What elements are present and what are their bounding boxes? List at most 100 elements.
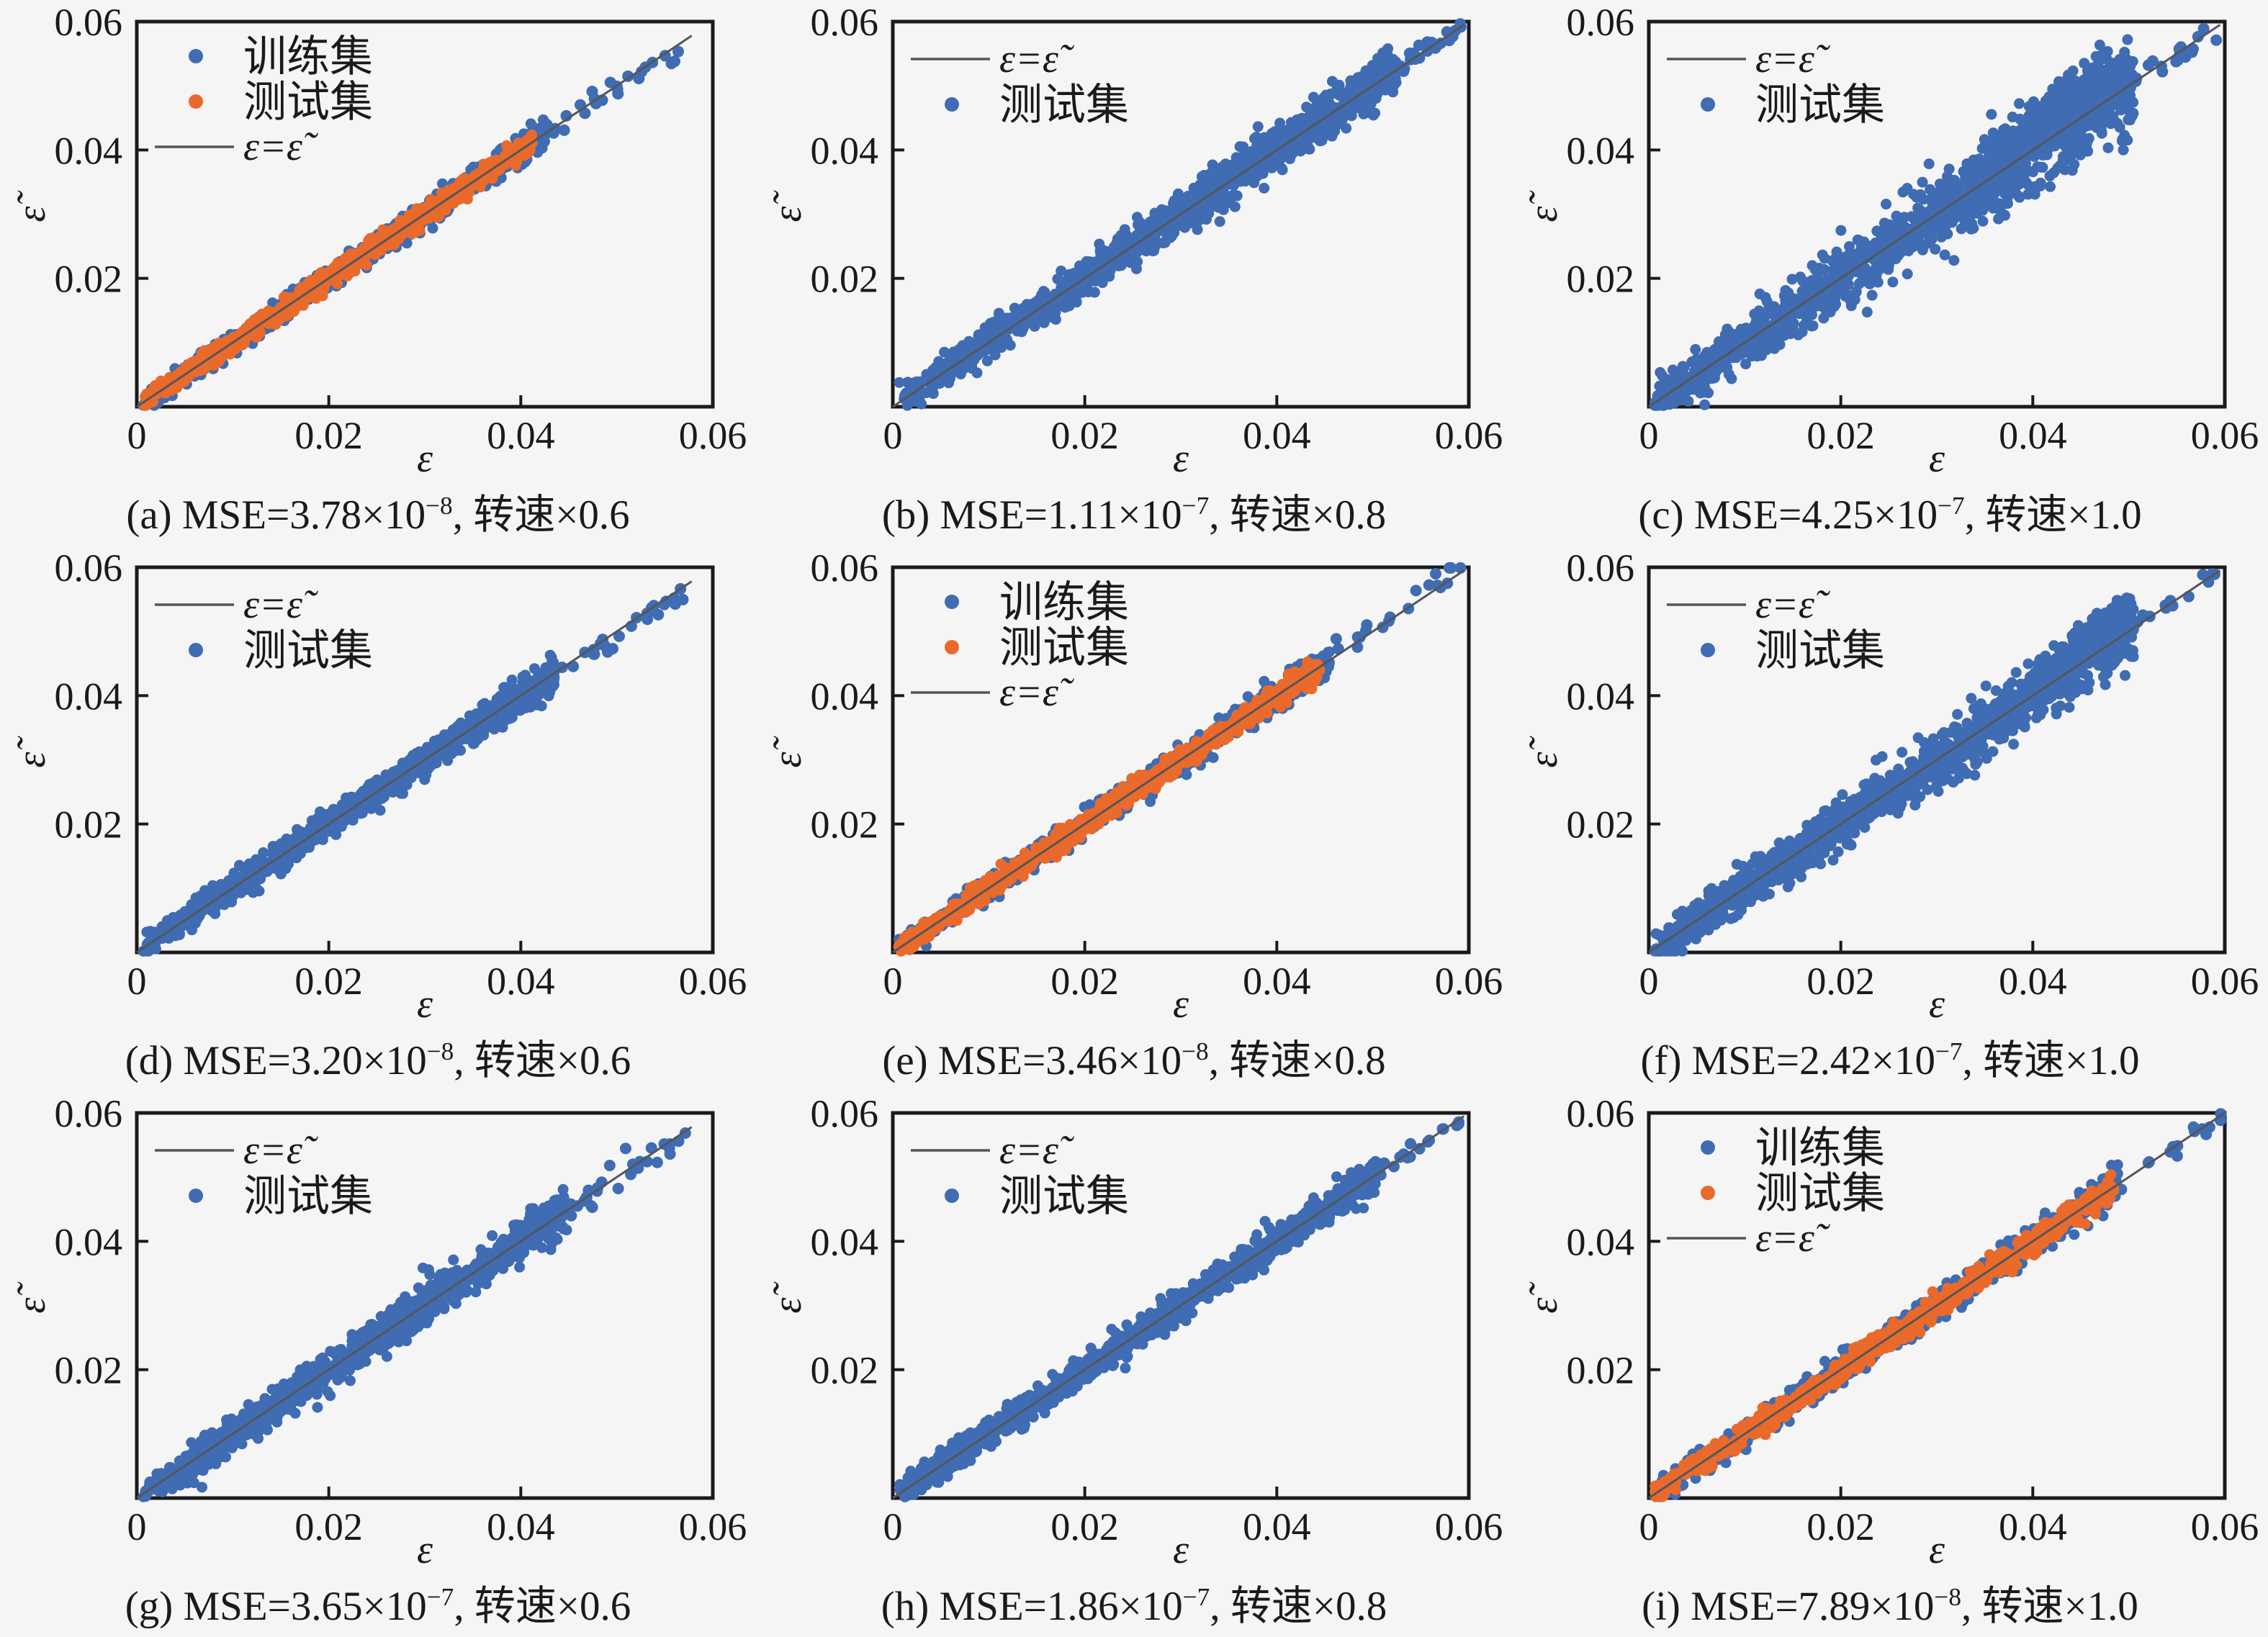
x-tick-label: 0.02	[1050, 960, 1119, 1003]
scatter-plot-h: 0 0.02 0.02 0.04 0.04 0.06 0.06 ε ε̃ ε=ε̃测试集	[765, 1092, 1503, 1572]
x-tick-label: 0	[883, 414, 903, 457]
subplot-h: 0 0.02 0.02 0.04 0.04 0.06 0.06 ε ε̃ ε=ε̃ 测试集 (h) M…	[756, 1091, 1512, 1637]
y-axis-label: ε̃	[1521, 1281, 1566, 1313]
x-tick-label: 0	[127, 960, 147, 1003]
test-points	[894, 1116, 1465, 1502]
x-tick-label: 0.02	[1806, 414, 1875, 457]
chart-caption-e: (e) MSE=3.46×10−8, 转速×0.8	[882, 1037, 1386, 1083]
y-axis-label: ε̃	[765, 189, 810, 222]
x-tick-label: 0.04	[1243, 960, 1311, 1003]
y-tick-label: 0.04	[55, 129, 123, 172]
legend-train-label: 训练集	[999, 579, 1129, 626]
legend-train-label: 训练集	[1755, 1124, 1885, 1172]
x-tick-label: 0.06	[1435, 960, 1503, 1003]
subplot-e: 0 0.02 0.02 0.04 0.04 0.06 0.06 ε ε̃ 训练集 测试集 ε=ε̃ (e…	[756, 546, 1512, 1091]
x-tick-label: 0	[127, 1505, 147, 1548]
chart-caption-h: (h) MSE=1.86×10−7, 转速×0.8	[881, 1583, 1387, 1629]
y-tick-label: 0.04	[55, 1220, 123, 1263]
y-tick-label: 0.04	[1567, 129, 1635, 172]
x-tick-label: 0.04	[1999, 1505, 2067, 1548]
x-tick-label: 0.06	[2191, 414, 2259, 457]
y-axis-label: ε̃	[1521, 189, 1566, 222]
subplot-i: 0 0.02 0.02 0.04 0.04 0.06 0.06 ε ε̃ 训练集 测试集 ε=ε̃ (i…	[1512, 1091, 2268, 1637]
chart-caption-b: (b) MSE=1.11×10−7, 转速×0.8	[881, 492, 1387, 538]
chart-caption-a: (a) MSE=3.78×10−8, 转速×0.6	[126, 492, 630, 538]
legend-identity-label: ε=ε̃	[243, 582, 319, 627]
subplot-b: 0 0.02 0.02 0.04 0.04 0.06 0.06 ε ε̃ ε=ε̃ 测试集 (b) M…	[756, 0, 1512, 546]
x-tick-label: 0.04	[487, 414, 555, 457]
legend-test-label: 测试集	[1755, 627, 1885, 675]
y-tick-label: 0.06	[1567, 546, 1635, 590]
x-tick-label: 0.04	[1243, 1505, 1311, 1548]
scatter-plot-g: 0 0.02 0.02 0.04 0.04 0.06 0.06 ε ε̃ ε=ε̃测试集	[9, 1092, 747, 1572]
y-tick-label: 0.02	[1567, 1349, 1635, 1392]
x-tick-label: 0.04	[487, 960, 555, 1003]
chart-caption-g: (g) MSE=3.65×10−7, 转速×0.6	[125, 1583, 631, 1629]
scatter-plot-f: 0 0.02 0.02 0.04 0.04 0.06 0.06 ε ε̃ ε=ε̃测试集	[1521, 546, 2259, 1027]
plot-frame	[891, 565, 1471, 955]
legend-identity-label: ε=ε̃	[999, 1128, 1075, 1173]
test-points	[139, 129, 538, 411]
x-tick-label: 0.06	[2191, 1505, 2259, 1548]
legend-test-label: 测试集	[243, 78, 373, 126]
x-axis-label: ε	[1173, 982, 1189, 1027]
y-axis-label: ε̃	[9, 735, 54, 767]
x-tick-label: 0	[127, 414, 147, 457]
identity-line	[892, 24, 1465, 408]
legend-test-marker-icon	[1701, 643, 1715, 657]
legend-test-label: 测试集	[243, 627, 373, 675]
legend-test-marker-icon	[189, 1189, 203, 1203]
subplot-f: 0 0.02 0.02 0.04 0.04 0.06 0.06 ε ε̃ ε=ε̃ 测试集 (f) M…	[1512, 546, 2268, 1091]
legend-test-marker-icon	[189, 643, 203, 657]
y-tick-label: 0.02	[55, 1349, 123, 1392]
y-tick-label: 0.06	[1567, 1, 1635, 44]
legend-identity-label: ε=ε̃	[999, 670, 1075, 715]
x-tick-label: 0.06	[679, 1505, 747, 1548]
legend: ε=ε̃测试集	[911, 37, 1129, 129]
legend-test-label: 测试集	[1755, 1170, 1885, 1217]
scatter-plot-b: 0 0.02 0.02 0.04 0.04 0.06 0.06 ε ε̃ ε=ε̃测试集	[765, 1, 1503, 481]
y-tick-label: 0.06	[55, 1, 123, 44]
y-axis-label: ε̃	[1521, 735, 1566, 767]
subplot-a: 0 0.02 0.02 0.04 0.04 0.06 0.06 ε ε̃ 训练集 测试集 ε=ε̃ (a…	[0, 0, 756, 546]
plot-frame	[135, 565, 715, 955]
legend-identity-label: ε=ε̃	[1755, 1216, 1831, 1261]
scatter-plot-d: 0 0.02 0.02 0.04 0.04 0.06 0.06 ε ε̃ ε=ε̃测试集	[9, 546, 747, 1027]
y-tick-label: 0.04	[1567, 675, 1635, 718]
chart-caption-c: (c) MSE=4.25×10−7, 转速×1.0	[1638, 492, 2142, 538]
x-tick-label: 0	[1639, 960, 1659, 1003]
legend-identity-label: ε=ε̃	[1755, 37, 1831, 81]
x-tick-label: 0.02	[1806, 1505, 1875, 1548]
legend-test-marker-icon	[945, 1189, 959, 1203]
legend-train-label: 训练集	[243, 33, 373, 81]
legend-test-marker-icon	[945, 640, 959, 654]
legend-train-marker-icon	[189, 49, 203, 63]
plot-frame	[1647, 565, 2227, 955]
legend: ε=ε̃测试集	[911, 1128, 1129, 1220]
chart-caption-d: (d) MSE=3.20×10−8, 转速×0.6	[125, 1037, 631, 1083]
y-tick-label: 0.06	[55, 546, 123, 590]
x-tick-label: 0.02	[1050, 414, 1119, 457]
legend-test-marker-icon	[1701, 1186, 1715, 1200]
x-tick-label: 0	[1639, 1505, 1659, 1548]
y-tick-label: 0.06	[811, 1092, 879, 1135]
y-tick-label: 0.04	[811, 1220, 879, 1263]
x-tick-label: 0.04	[1243, 414, 1311, 457]
legend-identity-label: ε=ε̃	[243, 1128, 319, 1173]
legend-train-marker-icon	[1701, 1140, 1715, 1155]
plot-frame	[891, 1111, 1471, 1500]
legend: ε=ε̃测试集	[155, 1128, 373, 1220]
identity-line	[1648, 1111, 2226, 1500]
y-tick-label: 0.04	[811, 675, 879, 718]
plot-frame	[1647, 1111, 2227, 1500]
x-tick-label: 0.06	[2191, 960, 2259, 1003]
y-tick-label: 0.02	[55, 258, 123, 301]
scatter-plot-c: 0 0.02 0.02 0.04 0.04 0.06 0.06 ε ε̃ ε=ε̃测试集	[1521, 1, 2259, 481]
x-tick-label: 0.02	[294, 960, 363, 1003]
identity-line	[1648, 569, 2221, 954]
y-tick-label: 0.04	[1567, 1220, 1635, 1263]
y-tick-label: 0.02	[811, 1349, 879, 1392]
